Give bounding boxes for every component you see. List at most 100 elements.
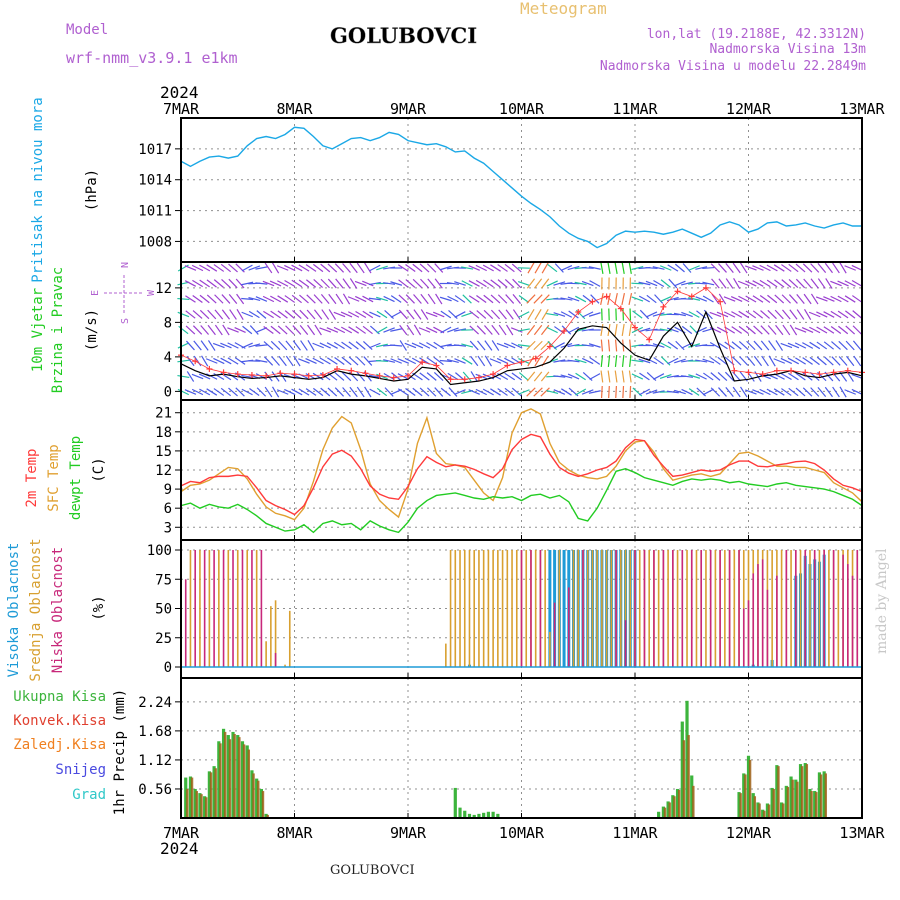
wind-arrow <box>773 388 785 396</box>
cloud-bar-mid <box>515 550 518 667</box>
wind-arrow <box>534 355 542 367</box>
date-label: 13MAR <box>839 100 885 118</box>
cloud-bar-mid <box>288 610 291 667</box>
wind-arrow <box>198 373 211 380</box>
precip-bar-conv <box>668 802 671 818</box>
wind-arrow <box>469 325 480 335</box>
wind-arrow <box>342 293 351 305</box>
wind-arrow <box>710 387 721 397</box>
wind-arrow <box>825 278 833 289</box>
precip-bar-total <box>207 771 211 818</box>
date-label: 11MAR <box>612 824 658 842</box>
wind-arrow <box>348 356 359 366</box>
wind-arrow <box>484 325 493 335</box>
wind-arrow <box>447 327 459 333</box>
cloud-bar-mid <box>705 550 707 667</box>
wind-arrow <box>399 324 408 336</box>
cloud-panel: 0 25 50 75 100 <box>147 539 863 679</box>
wind-arrow <box>191 373 204 380</box>
wind-arrow <box>851 388 863 396</box>
wind-arrow <box>621 261 625 275</box>
wind-arrow <box>575 372 586 381</box>
y-tick-label: 6 <box>164 501 172 517</box>
precip-bar-conv <box>810 791 813 818</box>
date-label: 9MAR <box>390 100 427 118</box>
wind-arrow <box>614 323 618 337</box>
wind-arrow <box>193 340 202 351</box>
wind-arrow <box>298 264 310 272</box>
wind-arrow <box>546 326 558 334</box>
precip-bar-total <box>477 813 481 818</box>
precip-bar-total <box>690 775 694 818</box>
wind-arrow <box>629 339 632 352</box>
cloud-bar-low <box>567 587 570 667</box>
wind-arrow <box>405 294 415 304</box>
precip-bar-total <box>259 788 263 818</box>
wind-arrow <box>695 373 707 380</box>
wind-arrow <box>406 309 415 320</box>
wind-arrow <box>652 343 665 348</box>
wind-arrow <box>526 387 536 397</box>
wind-arrow <box>320 294 330 304</box>
wind-arrow <box>567 359 580 363</box>
wind-arrow <box>454 328 467 332</box>
wind-arrow <box>497 294 508 304</box>
date-label: 11MAR <box>612 100 658 118</box>
wind-arrow <box>184 265 197 271</box>
wind-arrow <box>823 296 835 302</box>
cloud-bar-low <box>700 550 703 667</box>
wind-arrow <box>368 297 381 301</box>
wind-arrow <box>397 264 409 272</box>
wind-arrow <box>739 386 748 398</box>
wind-arrow <box>631 265 644 271</box>
precipitation-panel: 0.56 1.12 1.68 2.24 <box>138 677 863 819</box>
cloud-bar-mid <box>638 550 641 667</box>
wind-arrow <box>851 279 863 288</box>
wind-arrow <box>326 342 338 349</box>
wind-arrow <box>511 372 522 381</box>
wind-arrow <box>761 355 769 367</box>
precip-bar-total <box>671 795 675 818</box>
wind-arrow <box>420 278 430 289</box>
wind-arrow <box>491 340 500 351</box>
wind-arrow <box>607 354 611 368</box>
cloud-bar-mid <box>610 550 613 667</box>
wind-arrow <box>745 310 757 319</box>
precip-bar-total <box>680 721 684 818</box>
precip-bar-total <box>217 741 221 818</box>
cloud-bar-mid <box>828 550 830 667</box>
wind-arrow <box>774 294 785 304</box>
wind-arrow <box>582 311 594 318</box>
wind-arrow <box>439 265 452 271</box>
wind-arrow <box>560 374 573 379</box>
wind-arrow <box>527 262 535 274</box>
wind-arrow <box>638 295 650 303</box>
wind-arrow <box>546 312 559 317</box>
precip-bar-conv <box>238 737 241 818</box>
precip-bar-conv <box>673 796 676 818</box>
wind-arrow <box>795 357 806 365</box>
wind-arrow <box>723 311 736 318</box>
wind-arrow <box>533 387 543 397</box>
date-label: 7MAR <box>163 100 200 118</box>
cloud-bar-low <box>530 550 532 667</box>
wind-arrow <box>397 358 410 364</box>
wind-arrow <box>454 358 466 364</box>
wind-arrow <box>270 295 282 303</box>
wind-arrow <box>376 343 388 348</box>
cloud-bar-low <box>823 550 825 667</box>
precip-legend-conv: Konvek.Kisa <box>13 713 106 729</box>
wind-arrow <box>560 297 573 301</box>
wind-arrow <box>426 357 437 365</box>
cloud-bar-mid <box>189 550 192 667</box>
wind-arrow <box>774 279 785 288</box>
cloud-bar-mid <box>771 550 773 667</box>
wind-arrow <box>241 281 254 286</box>
wind-arrow <box>789 309 798 320</box>
wind-arrow <box>567 265 580 271</box>
cloud-bar-low <box>232 550 234 667</box>
wind-arrow <box>264 262 273 274</box>
wind-arrow <box>390 344 403 347</box>
wind-arrow <box>206 373 218 380</box>
wind-arrow <box>341 371 352 382</box>
